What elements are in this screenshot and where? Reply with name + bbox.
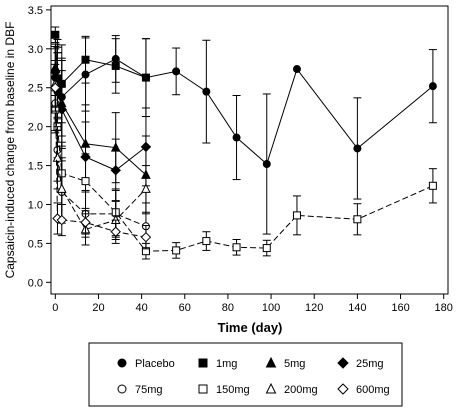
data-point-150mg <box>292 211 301 220</box>
y-tick-label: 0.5 <box>28 238 43 250</box>
data-point-placebo <box>353 144 362 153</box>
data-point-150mg <box>202 237 211 246</box>
legend-marker-5mg <box>265 356 277 368</box>
y-axis: 0.0 0.5 1.0 1.5 2.0 2.5 3.0 3.5 <box>28 5 51 289</box>
data-point-600mg <box>56 214 67 226</box>
y-tick-label: 0.0 <box>28 277 43 289</box>
series-placebo <box>51 35 437 235</box>
data-point-150mg <box>428 181 437 190</box>
data-point-200mg <box>141 183 151 193</box>
series-line-200mg <box>54 83 147 230</box>
data-point-200mg <box>56 183 67 193</box>
data-point-150mg <box>81 177 90 186</box>
data-point-1mg <box>111 61 120 70</box>
data-point-150mg <box>172 246 181 255</box>
legend: Placebo 1mg 5mg 25mg 75mg 150mg 200mg 600mg <box>117 356 390 396</box>
series-75mg <box>51 75 150 251</box>
y-tick-label: 3.0 <box>28 44 43 56</box>
series-200mg <box>50 59 151 246</box>
data-point-placebo <box>232 133 241 142</box>
y-tick-label: 2.5 <box>28 83 43 95</box>
data-point-1mg <box>141 73 150 82</box>
x-tick-label: 40 <box>135 302 147 314</box>
data-point-placebo <box>292 65 301 74</box>
data-point-1mg <box>51 30 60 39</box>
legend-label-75mg: 75mg <box>135 384 163 396</box>
legend-label-200mg: 200mg <box>284 384 318 396</box>
data-point-600mg <box>110 226 121 237</box>
x-tick-label: 20 <box>92 302 104 314</box>
y-tick-label: 1.0 <box>28 199 43 211</box>
series-line-5mg <box>54 67 147 176</box>
legend-label-150mg: 150mg <box>216 384 250 396</box>
data-point-25mg <box>140 141 152 153</box>
legend-marker-600mg <box>337 383 349 395</box>
legend-marker-200mg <box>265 382 277 394</box>
series-150mg <box>51 85 437 260</box>
data-point-placebo <box>202 87 211 96</box>
legend-marker-1mg <box>198 358 208 368</box>
y-axis-title: Capsaicin-induced change from baseline i… <box>3 22 17 279</box>
legend-marker-75mg <box>117 384 127 394</box>
x-tick-label: 80 <box>222 302 234 314</box>
legend-label-5mg: 5mg <box>284 358 305 370</box>
y-tick-label: 3.5 <box>28 5 43 17</box>
series-line-75mg <box>54 103 147 227</box>
x-tick-label: 120 <box>305 302 323 314</box>
legend-marker-placebo <box>117 358 127 368</box>
y-tick-label: 2.0 <box>28 122 43 134</box>
data-point-200mg <box>52 152 63 162</box>
data-point-placebo <box>172 67 181 76</box>
series-1mg <box>51 26 150 124</box>
data-point-600mg <box>140 231 152 243</box>
series-layer <box>50 26 437 260</box>
legend-box <box>88 342 403 407</box>
legend-label-25mg: 25mg <box>356 358 384 370</box>
legend-label-600mg: 600mg <box>356 384 390 396</box>
data-point-placebo <box>262 160 271 169</box>
data-point-150mg <box>262 244 271 253</box>
data-point-1mg <box>81 55 90 64</box>
data-point-150mg <box>232 243 241 252</box>
x-tick-label: 100 <box>262 302 280 314</box>
legend-label-placebo: Placebo <box>135 358 175 370</box>
series-line-1mg <box>54 34 147 85</box>
x-tick-label: 160 <box>391 302 409 314</box>
plot-frame <box>50 5 449 295</box>
series-line-placebo <box>54 58 434 165</box>
series-line-25mg <box>54 72 147 171</box>
legend-marker-25mg <box>337 357 349 369</box>
x-axis-title: Time (day) <box>218 320 283 335</box>
x-tick-label: 0 <box>52 302 58 314</box>
data-point-600mg <box>80 217 91 228</box>
series-line-600mg <box>54 87 147 238</box>
y-tick-label: 1.5 <box>28 161 43 173</box>
series-5mg <box>50 43 151 215</box>
x-tick-label: 180 <box>435 302 453 314</box>
data-point-25mg <box>110 165 121 176</box>
x-tick-label: 140 <box>348 302 366 314</box>
legend-marker-150mg <box>198 384 208 394</box>
series-line-150mg <box>54 109 434 252</box>
x-tick-label: 60 <box>179 302 191 314</box>
data-point-placebo <box>428 82 437 91</box>
series-600mg <box>50 63 152 250</box>
data-point-150mg <box>353 215 362 224</box>
data-point-600mg <box>50 82 61 93</box>
legend-label-1mg: 1mg <box>216 358 237 370</box>
x-axis: 0 20 40 60 80 100 120 140 160 180 <box>52 294 453 314</box>
